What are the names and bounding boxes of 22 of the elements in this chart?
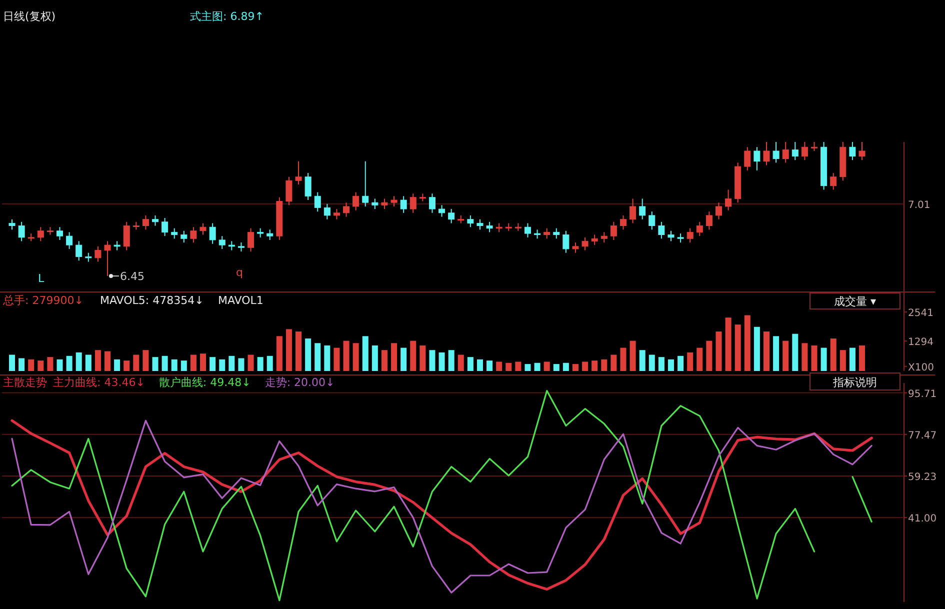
annotation: 总手: 279900↓	[2, 294, 84, 307]
text: 7.01	[908, 200, 930, 211]
y-tick-label: 41.00	[908, 514, 937, 525]
y-tick-label: 59.23	[908, 472, 937, 484]
text: 散户曲线: 49.48↓	[158, 376, 251, 389]
annotation: q	[236, 266, 243, 279]
chart-title: 主散走势	[3, 376, 47, 389]
annotation: 成交量 ▾	[834, 295, 876, 308]
y-tick-label: 1294	[908, 336, 934, 348]
text: 式主图: 6.89↑	[190, 10, 264, 23]
chart-title: 日线(复权)	[3, 10, 56, 23]
annotation: 6.45	[120, 270, 144, 283]
annotation: MAVOL1	[218, 294, 264, 307]
annotation: MAVOL5: 478354↓	[100, 294, 204, 307]
y-tick-label: X100	[908, 362, 934, 374]
y-tick-label: 95.71	[908, 388, 937, 400]
annotation: L	[38, 272, 45, 285]
text: 主力曲线: 43.46↓	[53, 376, 145, 389]
text: 走势: 20.00↓	[264, 376, 335, 389]
y-tick-label: 2541	[908, 308, 934, 319]
y-tick-label: 77.47	[908, 430, 937, 442]
annotation: 指标说明	[832, 376, 877, 389]
